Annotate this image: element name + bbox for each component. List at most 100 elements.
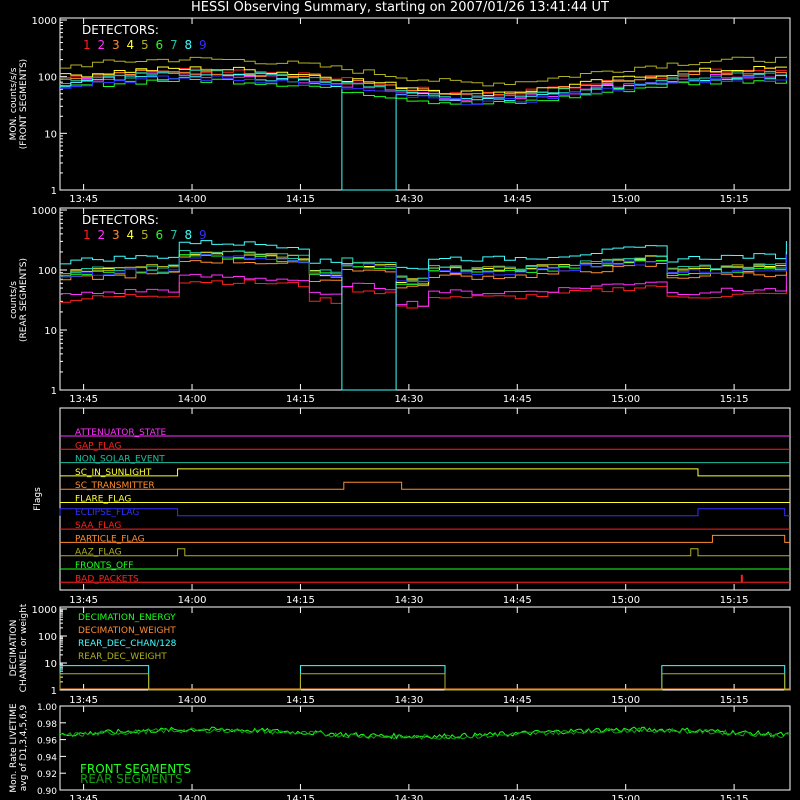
rear-panel-legend-title: DETECTORS: bbox=[82, 213, 159, 227]
livetime-legend-1: REAR SEGMENTS bbox=[80, 772, 183, 786]
rear-detector-9-line bbox=[60, 253, 787, 284]
rear-panel-ytick-label: 1 bbox=[51, 386, 57, 397]
livetime-panel-ylabel-1: avg of D1,3,4,5,6,9 bbox=[19, 704, 29, 791]
flag-line-sc-transmitter bbox=[60, 481, 790, 490]
flag-line-sc-in-sunlight bbox=[60, 468, 790, 477]
flag-label-aaz-flag: AAZ_FLAG bbox=[75, 548, 122, 558]
livetime-panel-frame bbox=[59, 705, 791, 791]
decimation-panel-ytick-label: 1000 bbox=[32, 605, 57, 616]
flag-label-sc-in-sunlight: SC_IN_SUNLIGHT bbox=[75, 468, 152, 478]
front-panel-legend-item-8: 8 bbox=[185, 38, 193, 52]
front-panel-xtick-label: 15:00 bbox=[611, 194, 640, 205]
flag-line-eclipse-flag bbox=[59, 508, 790, 517]
decimation-legend-1: DECIMATION_WEIGHT bbox=[78, 626, 176, 636]
rear-panel-frame bbox=[59, 207, 791, 391]
rear-panel-ytick-label: 10 bbox=[44, 326, 57, 337]
flags-panel-frame bbox=[59, 407, 791, 591]
front-panel-legend-item-3: 3 bbox=[112, 38, 120, 52]
livetime-panel-ylabel-0: Mon. Rate LIVETIME bbox=[9, 703, 19, 793]
livetime-ytick-label: 0.98 bbox=[37, 720, 57, 730]
livetime-panel-xtick-label: 14:15 bbox=[286, 794, 315, 800]
flag-label-non-solar-event: NON_SOLAR_EVENT bbox=[75, 455, 165, 465]
decimation-legend-2: REAR_DEC_CHAN/128 bbox=[78, 639, 177, 649]
decimation-panel-xtick-label: 14:45 bbox=[503, 695, 532, 706]
decimation-panel-ylabel-1: CHANNEL or weight bbox=[19, 603, 29, 692]
livetime-ytick-label: 0.96 bbox=[37, 737, 57, 747]
decimation-panel-ylabel-0: DECIMATION bbox=[9, 620, 19, 677]
decimation-legend-3: REAR_DEC_WEIGHT bbox=[78, 652, 167, 662]
rear-panel-ylabel-0: counts/s bbox=[9, 281, 19, 319]
page-title: HESSI Observing Summary, starting on 200… bbox=[191, 0, 609, 15]
decimation-panel-xtick-label: 14:15 bbox=[286, 695, 315, 706]
decimation-legend-0: DECIMATION_ENERGY bbox=[78, 613, 176, 623]
livetime-panel-xtick-label: 14:30 bbox=[394, 794, 423, 800]
front-detector-3-line bbox=[60, 68, 787, 96]
rear-panel-legend-item-8: 8 bbox=[185, 228, 193, 242]
decimation-panel-xtick-label: 15:15 bbox=[720, 695, 749, 706]
livetime-ytick-label: 0.90 bbox=[37, 787, 57, 797]
front-detector-4-line bbox=[60, 66, 787, 97]
front-panel-ytick-label: 1 bbox=[51, 186, 57, 197]
flag-label-particle-flag: PARTICLE_FLAG bbox=[75, 534, 145, 544]
livetime-ytick-label: 1.00 bbox=[37, 703, 57, 713]
flags-panel-xtick-label: 15:15 bbox=[720, 595, 749, 606]
rear-panel-xtick-label: 14:30 bbox=[394, 394, 423, 405]
livetime-line-1 bbox=[59, 727, 789, 740]
decimation-panel-ytick-label: 10 bbox=[44, 659, 57, 670]
rear-panel-legend-item-7: 7 bbox=[170, 228, 178, 242]
flag-line-aaz-flag bbox=[60, 548, 790, 557]
front-panel-ytick-label: 10 bbox=[44, 129, 57, 140]
flag-label-saa-flag: SAA_FLAG bbox=[75, 521, 121, 531]
flags-panel-xtick-label: 14:45 bbox=[503, 595, 532, 606]
rear-detector-2-line bbox=[60, 273, 787, 307]
rear-panel-ytick-label: 1000 bbox=[32, 206, 57, 217]
livetime-panel-xtick-label: 14:00 bbox=[178, 794, 207, 800]
livetime-legend-0: FRONT SEGMENTS bbox=[80, 762, 191, 776]
decimation-panel-ytick-label: 1 bbox=[51, 686, 57, 697]
decimation-panel-xtick-label: 15:00 bbox=[611, 695, 640, 706]
rear-panel-ylabel-1: (REAR SEGMENTS) bbox=[19, 258, 29, 342]
flag-label-fronts-off: FRONTS_OFF bbox=[75, 561, 133, 571]
decimation-panel-xtick-label: 14:00 bbox=[178, 695, 207, 706]
front-panel-legend-item-7: 7 bbox=[170, 38, 178, 52]
livetime-panel-xtick-label: 15:00 bbox=[611, 794, 640, 800]
rear-panel-legend-item-3: 3 bbox=[112, 228, 120, 242]
livetime-ytick-label: 0.94 bbox=[37, 753, 57, 763]
flag-label-gap-flag: GAP_FLAG bbox=[75, 441, 121, 451]
rear-panel-xtick-label: 13:45 bbox=[69, 394, 98, 405]
rear-panel-legend-item-4: 4 bbox=[127, 228, 135, 242]
decimation-panel-xtick-label: 14:30 bbox=[394, 695, 423, 706]
rear-panel-xtick-label: 15:15 bbox=[720, 394, 749, 405]
rear-panel-legend-item-9: 9 bbox=[199, 228, 207, 242]
front-panel-legend-item-1: 1 bbox=[83, 38, 91, 52]
decimation-line-2 bbox=[59, 665, 790, 691]
front-panel-legend-title: DETECTORS: bbox=[82, 23, 159, 37]
flag-line-particle-flag bbox=[60, 534, 790, 543]
flags-panel-xtick-label: 14:15 bbox=[286, 595, 315, 606]
front-detector-7-line bbox=[60, 69, 787, 100]
front-panel-legend-item-2: 2 bbox=[98, 38, 106, 52]
front-panel-xtick-label: 14:00 bbox=[178, 194, 207, 205]
front-detector-8-line bbox=[60, 74, 787, 191]
decimation-panel-frame bbox=[59, 606, 791, 691]
front-panel-legend-item-4: 4 bbox=[127, 38, 135, 52]
livetime-panel-xtick-label: 13:45 bbox=[69, 794, 98, 800]
front-panel-xtick-label: 15:15 bbox=[720, 194, 749, 205]
flag-label-bad-packets: BAD_PACKETS bbox=[75, 574, 139, 584]
rear-panel-xtick-label: 14:00 bbox=[178, 394, 207, 405]
decimation-line-3 bbox=[59, 673, 790, 691]
rear-panel-ytick-label: 100 bbox=[38, 266, 57, 277]
front-detector-9-line bbox=[60, 75, 787, 106]
livetime-panel-xtick-label: 15:15 bbox=[720, 794, 749, 800]
flag-label-flare-flag: FLARE_FLAG bbox=[75, 495, 131, 505]
front-panel-legend-item-9: 9 bbox=[199, 38, 207, 52]
rear-panel-legend-item-6: 6 bbox=[156, 228, 164, 242]
flags-panel-ylabel-0: Flags bbox=[33, 487, 43, 511]
flag-label-eclipse-flag: ECLIPSE_FLAG bbox=[75, 508, 139, 518]
decimation-panel-xtick-label: 13:45 bbox=[69, 695, 98, 706]
front-panel-xtick-label: 14:30 bbox=[394, 194, 423, 205]
front-panel-ylabel-1: (FRONT SEGMENTS) bbox=[19, 59, 29, 149]
livetime-panel-xtick-label: 14:45 bbox=[503, 794, 532, 800]
front-panel-ytick-label: 100 bbox=[38, 73, 57, 84]
